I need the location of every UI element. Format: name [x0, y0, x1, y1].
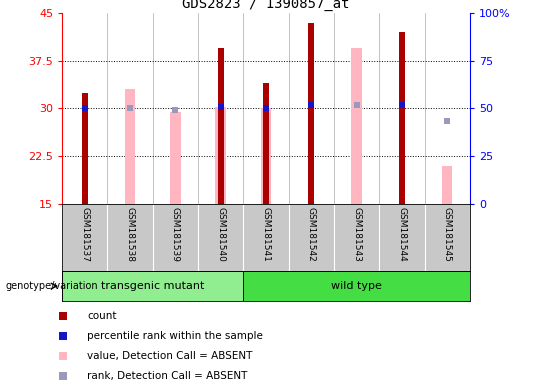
Text: value, Detection Call = ABSENT: value, Detection Call = ABSENT — [87, 351, 252, 361]
Text: genotype/variation: genotype/variation — [5, 281, 98, 291]
Bar — [261, 109, 271, 204]
Text: transgenic mutant: transgenic mutant — [101, 281, 204, 291]
Bar — [170, 112, 180, 204]
Text: GSM181538: GSM181538 — [126, 207, 134, 262]
Text: count: count — [87, 311, 117, 321]
Text: percentile rank within the sample: percentile rank within the sample — [87, 331, 263, 341]
Text: GSM181537: GSM181537 — [80, 207, 89, 262]
Text: GSM181544: GSM181544 — [397, 207, 406, 262]
Bar — [82, 93, 87, 204]
Bar — [263, 83, 269, 204]
Text: GSM181541: GSM181541 — [261, 207, 271, 262]
Bar — [215, 107, 226, 204]
Text: GSM181545: GSM181545 — [443, 207, 451, 262]
Bar — [352, 48, 362, 204]
Text: GSM181540: GSM181540 — [216, 207, 225, 262]
Text: GSM181542: GSM181542 — [307, 207, 316, 262]
Bar — [442, 166, 453, 204]
Bar — [308, 23, 314, 204]
Text: rank, Detection Call = ABSENT: rank, Detection Call = ABSENT — [87, 371, 247, 381]
Bar — [62, 271, 244, 301]
Bar — [399, 33, 405, 204]
Text: GSM181539: GSM181539 — [171, 207, 180, 262]
Bar — [244, 271, 470, 301]
Text: GSM181543: GSM181543 — [352, 207, 361, 262]
Title: GDS2823 / 1390857_at: GDS2823 / 1390857_at — [182, 0, 350, 11]
Bar — [125, 89, 135, 204]
Text: wild type: wild type — [331, 281, 382, 291]
Bar — [218, 48, 224, 204]
